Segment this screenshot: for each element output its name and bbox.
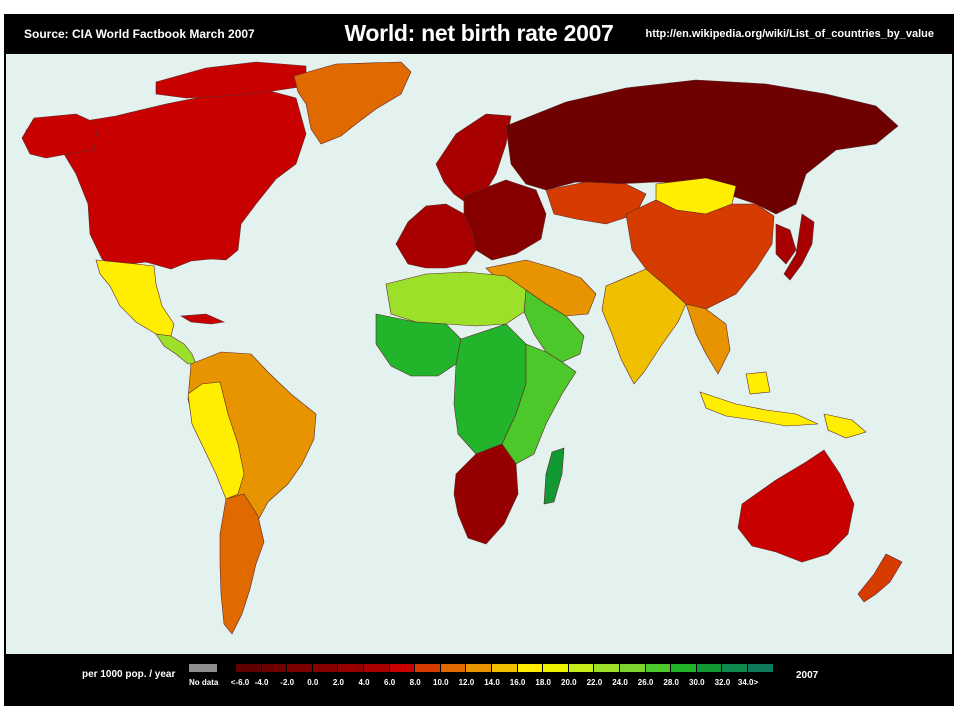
legend-swatch (645, 664, 672, 672)
region-argentina-chile (219, 493, 265, 635)
region-new-zealand (857, 553, 903, 603)
region-scandinavia (435, 113, 512, 205)
legend-swatch (338, 664, 364, 672)
map-legend: per 1000 pop. / year No data <-6.0 -4.0 -2… (4, 654, 954, 706)
region-eastern-europe (463, 179, 547, 261)
region-central-america (155, 333, 197, 365)
legend-tick-label: 26.0 (637, 678, 654, 687)
legend-swatch (748, 664, 774, 672)
world-map-svg (21, 61, 903, 635)
region-middle-east (523, 289, 585, 363)
legend-tick-label: 18.0 (535, 678, 551, 687)
legend-tick-label: 10.0 (433, 678, 449, 687)
region-alaska (21, 113, 99, 159)
legend-swatch (568, 664, 595, 672)
map-header: Source: CIA World Factbook March 2007 Wo… (4, 14, 954, 54)
legend-tick-label: 20.0 (561, 678, 577, 687)
legend-tick-label: 4.0 (358, 678, 370, 687)
region-greenland (293, 61, 412, 145)
legend-tick-label: 12.0 (458, 678, 475, 687)
legend-swatch (696, 664, 723, 672)
region-russia (505, 79, 899, 215)
legend-swatch (543, 664, 569, 672)
legend-tick-label: 14.0 (484, 678, 500, 687)
legend-tick-label: 6.0 (384, 678, 396, 687)
legend-tick-label: 24.0 (612, 678, 628, 687)
region-west-africa (375, 313, 462, 377)
region-mexico (95, 259, 175, 337)
legend-tick-label: 0.0 (307, 678, 319, 687)
legend-swatch (415, 664, 441, 672)
legend-tick-label: -4.0 (254, 678, 269, 687)
map-title: World: net birth rate 2007 (344, 20, 614, 46)
region-north-africa (385, 271, 527, 327)
region-indonesia (699, 371, 819, 427)
legend-swatch (312, 664, 339, 672)
legend-tick-label: 16.0 (509, 678, 526, 687)
legend-swatch (620, 664, 646, 672)
legend-swatch (594, 664, 620, 672)
legend-nodata-label: No data (189, 678, 219, 687)
legend-tick-label: 34.0> (737, 678, 759, 687)
legend-tick-label: 28.0 (663, 678, 679, 687)
legend-tick-label: 32.0 (714, 678, 731, 687)
legend-swatch (287, 664, 313, 672)
legend-nodata-swatch (189, 664, 217, 672)
legend-tick-label: -2.0 (280, 678, 295, 687)
legend-tick-label: 2.0 (332, 678, 344, 687)
region-andes-west (187, 381, 245, 500)
region-japan-korea (775, 213, 815, 281)
region-south-asia (601, 268, 687, 385)
legend-units: per 1000 pop. / year (82, 669, 176, 680)
region-southeast-asia (685, 303, 731, 375)
legend-swatch (722, 664, 748, 672)
legend-swatch (236, 664, 262, 672)
legend-tick-label: 30.0 (689, 678, 705, 687)
legend-swatch (517, 664, 544, 672)
legend-tick-label: <-6.0 (230, 678, 250, 687)
legend-swatch (671, 664, 697, 672)
region-papua-new-guinea (823, 413, 867, 439)
region-madagascar (543, 447, 565, 505)
source-credit: Source: CIA World Factbook March 2007 (24, 27, 255, 41)
source-url: http://en.wikipedia.org/wiki/List_of_cou… (645, 28, 934, 40)
legend-swatch (440, 664, 467, 672)
legend-swatch (261, 664, 288, 672)
region-cuba (180, 313, 226, 325)
region-east-africa (501, 343, 577, 465)
world-map (6, 54, 952, 654)
legend-swatch (364, 664, 390, 672)
legend-tick-label: 22.0 (586, 678, 603, 687)
legend-tick-label: 8.0 (409, 678, 421, 687)
legend-swatch (466, 664, 492, 672)
legend-swatch (389, 664, 416, 672)
legend-year: 2007 (796, 670, 819, 681)
region-southern-africa (453, 443, 519, 545)
legend-swatch (492, 664, 518, 672)
region-canada-arctic-islands (155, 61, 307, 99)
region-australia (737, 449, 855, 563)
